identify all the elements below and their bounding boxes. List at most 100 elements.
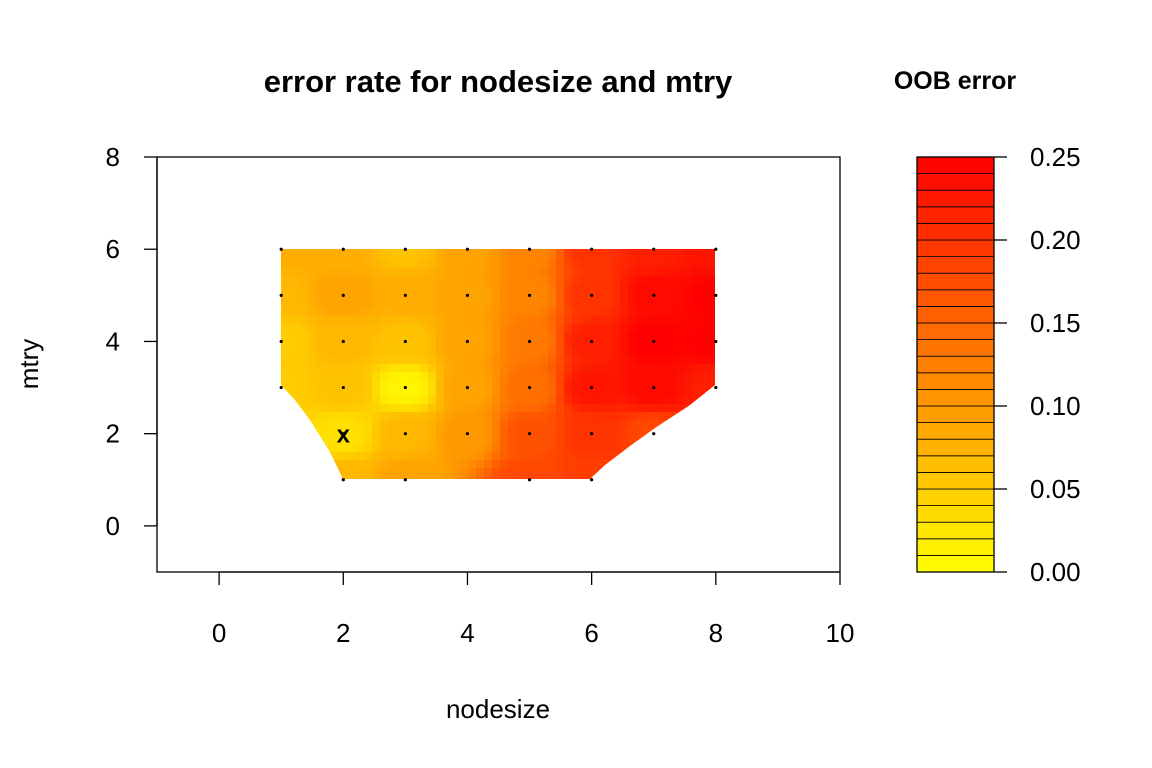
heat-cell	[484, 380, 493, 389]
heat-cell	[460, 300, 469, 309]
heat-cell	[708, 388, 715, 397]
heat-cell	[684, 396, 693, 405]
heat-cell	[556, 260, 565, 269]
heat-cell	[468, 380, 477, 389]
heat-cell	[444, 380, 453, 389]
heat-cell	[692, 300, 701, 309]
heat-cell	[300, 468, 309, 477]
heat-cell	[452, 348, 461, 357]
heat-cell	[588, 260, 597, 269]
heat-cell	[636, 276, 645, 285]
heat-cell	[380, 468, 389, 477]
heat-cell	[628, 452, 637, 461]
heat-cell	[644, 356, 653, 365]
heat-cell	[596, 412, 605, 421]
heat-cell	[500, 372, 509, 381]
heat-cell	[420, 396, 429, 405]
heat-cell	[580, 308, 589, 317]
heat-cell	[404, 316, 413, 325]
heat-cell	[356, 284, 365, 293]
heat-cell	[404, 300, 413, 309]
heat-cell	[356, 316, 365, 325]
heat-cell	[444, 428, 453, 437]
heat-cell	[452, 452, 461, 461]
heat-cell	[380, 452, 389, 461]
heat-cell	[420, 404, 429, 413]
heat-cell	[356, 468, 365, 477]
grid-point	[590, 339, 594, 344]
heat-cell	[668, 444, 677, 453]
heat-cell	[332, 292, 341, 301]
heat-cell	[716, 252, 725, 261]
heat-cell	[700, 380, 709, 389]
heat-cell	[388, 436, 397, 445]
heat-cell	[684, 249, 693, 253]
heat-cell	[428, 476, 437, 479]
heat-cell	[340, 396, 349, 405]
heat-cell	[476, 444, 485, 453]
heat-cell	[364, 412, 373, 421]
heat-cell	[404, 372, 413, 381]
heat-cell	[444, 300, 453, 309]
heat-cell	[556, 324, 565, 333]
heat-cell	[428, 468, 437, 477]
grid-point	[465, 385, 470, 390]
heat-cell	[660, 412, 669, 421]
heat-cell	[420, 356, 429, 365]
heat-cell	[292, 428, 301, 437]
heat-cell	[564, 396, 573, 405]
grid-points	[279, 247, 718, 482]
heat-cell	[281, 364, 285, 373]
heat-cell	[644, 268, 653, 277]
heat-cell	[284, 380, 293, 389]
heat-cell	[524, 268, 533, 277]
heat-cell	[300, 276, 309, 285]
heat-cell	[700, 276, 709, 285]
heat-cell	[404, 476, 413, 479]
heat-cell	[316, 476, 325, 479]
heat-cell	[556, 292, 565, 301]
heat-cell	[676, 476, 685, 479]
grid-point	[341, 478, 345, 482]
heat-cell	[548, 468, 557, 477]
heat-cell	[468, 444, 477, 453]
heat-cell	[540, 428, 549, 437]
heat-cell	[532, 452, 541, 461]
heat-cell	[396, 276, 405, 285]
heat-cell	[548, 268, 557, 277]
heat-cell	[660, 308, 669, 317]
heat-cell	[476, 324, 485, 333]
heat-cell	[404, 460, 413, 469]
heat-cell	[596, 276, 605, 285]
heat-cell	[636, 332, 645, 341]
heat-cell	[652, 396, 661, 405]
heat-cell	[380, 300, 389, 309]
heat-cell	[388, 324, 397, 333]
heat-cell	[700, 340, 709, 349]
heat-cell	[596, 372, 605, 381]
heat-cell	[284, 292, 293, 301]
heat-cell	[652, 476, 661, 479]
heat-cell	[428, 404, 437, 413]
legend-swatch	[916, 173, 995, 191]
heat-cell	[604, 276, 613, 285]
heat-cell	[348, 436, 357, 445]
heat-cell	[316, 249, 325, 253]
heat-cell	[612, 340, 621, 349]
heat-cell	[284, 268, 293, 277]
heat-cell	[500, 420, 509, 429]
heat-cell	[516, 356, 525, 365]
heat-cell	[348, 420, 357, 429]
heat-cell	[676, 388, 685, 397]
heat-cell	[516, 260, 525, 269]
heat-cell	[660, 404, 669, 413]
heat-cell	[460, 260, 469, 269]
heat-cell	[676, 452, 685, 461]
heat-cell	[308, 452, 317, 461]
heat-cell	[604, 284, 613, 293]
heat-cell	[324, 476, 333, 479]
heat-cell	[372, 372, 381, 381]
heat-cell	[532, 252, 541, 261]
heat-cell	[348, 308, 357, 317]
heat-cell	[548, 332, 557, 341]
